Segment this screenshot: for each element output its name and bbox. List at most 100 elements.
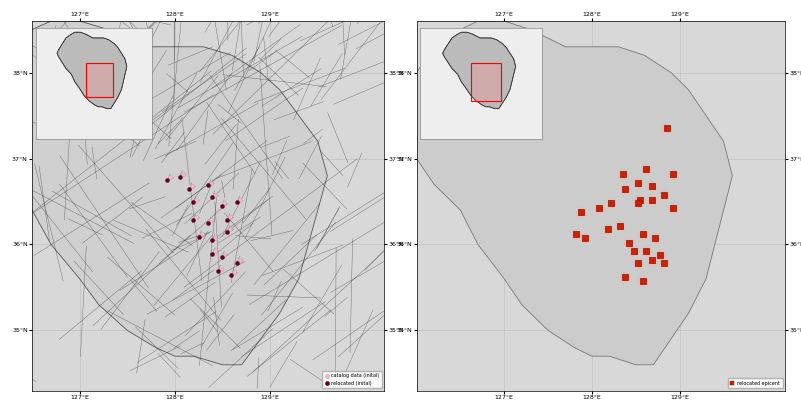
relocated epicent — [658, 191, 670, 198]
relocated (inital) — [225, 271, 238, 278]
catalog data (inital) — [208, 191, 221, 198]
Point — [602, 226, 614, 232]
Point — [640, 248, 653, 255]
catalog data (inital) — [190, 197, 203, 203]
Point — [578, 234, 591, 241]
relocated epicent — [637, 231, 650, 238]
catalog data (inital) — [205, 179, 218, 186]
Point — [631, 179, 644, 186]
Point — [614, 222, 626, 229]
relocated epicent — [605, 200, 618, 207]
catalog data (inital) — [223, 214, 236, 220]
Legend: catalog data (inital), relocated (inital): catalog data (inital), relocated (inital… — [322, 371, 382, 388]
relocated epicent — [631, 260, 644, 267]
relocated epicent — [666, 171, 679, 177]
relocated epicent — [654, 252, 666, 258]
Point — [570, 231, 582, 238]
Point — [666, 171, 679, 177]
Point — [631, 200, 644, 207]
catalog data (inital) — [205, 217, 218, 224]
Point — [622, 239, 635, 246]
catalog data (inital) — [163, 174, 176, 181]
Legend: relocated epicent: relocated epicent — [727, 378, 783, 388]
relocated epicent — [637, 277, 650, 284]
relocated epicent — [602, 226, 614, 232]
relocated (inital) — [202, 220, 215, 226]
catalog data (inital) — [195, 231, 208, 238]
relocated (inital) — [221, 216, 234, 223]
relocated epicent — [616, 171, 629, 177]
relocated epicent — [649, 234, 662, 241]
relocated (inital) — [187, 199, 199, 206]
catalog data (inital) — [214, 265, 227, 272]
relocated epicent — [628, 248, 641, 255]
relocated (inital) — [215, 254, 228, 261]
catalog data (inital) — [190, 214, 203, 220]
relocated epicent — [666, 205, 679, 212]
relocated epicent — [631, 200, 644, 207]
catalog data (inital) — [186, 183, 199, 189]
relocated epicent — [660, 125, 673, 132]
Point — [654, 252, 666, 258]
relocated (inital) — [231, 199, 244, 206]
Point — [658, 191, 670, 198]
relocated epicent — [593, 205, 606, 212]
relocated epicent — [619, 185, 632, 192]
relocated (inital) — [231, 259, 244, 266]
Point — [616, 171, 629, 177]
Point — [646, 183, 658, 189]
catalog data (inital) — [176, 171, 189, 177]
Polygon shape — [390, 21, 732, 365]
relocated epicent — [634, 197, 646, 203]
catalog data (inital) — [218, 200, 231, 207]
relocated epicent — [640, 248, 653, 255]
relocated epicent — [640, 165, 653, 172]
Point — [605, 200, 618, 207]
relocated epicent — [658, 260, 670, 267]
catalog data (inital) — [223, 226, 236, 232]
relocated epicent — [622, 239, 635, 246]
relocated (inital) — [211, 268, 224, 275]
relocated (inital) — [206, 194, 219, 201]
relocated (inital) — [187, 216, 199, 223]
catalog data (inital) — [233, 257, 246, 263]
Point — [646, 257, 658, 263]
Point — [658, 260, 670, 267]
relocated (inital) — [202, 182, 215, 189]
Point — [619, 185, 632, 192]
Point — [646, 197, 658, 203]
Point — [631, 260, 644, 267]
Point — [634, 197, 646, 203]
catalog data (inital) — [218, 252, 231, 258]
Point — [640, 165, 653, 172]
relocated (inital) — [206, 251, 219, 257]
catalog data (inital) — [233, 197, 246, 203]
Point — [660, 125, 673, 132]
Point — [637, 231, 650, 238]
relocated epicent — [578, 234, 591, 241]
relocated epicent — [619, 274, 632, 281]
catalog data (inital) — [227, 269, 240, 276]
relocated epicent — [646, 183, 658, 189]
relocated (inital) — [161, 177, 174, 184]
relocated (inital) — [221, 228, 234, 235]
Point — [575, 208, 588, 215]
relocated (inital) — [215, 202, 228, 209]
Point — [666, 205, 679, 212]
Point — [628, 248, 641, 255]
relocated epicent — [646, 257, 658, 263]
relocated epicent — [614, 222, 626, 229]
relocated (inital) — [192, 234, 205, 240]
catalog data (inital) — [208, 234, 221, 241]
relocated epicent — [646, 197, 658, 203]
catalog data (inital) — [208, 248, 221, 255]
relocated epicent — [570, 231, 582, 238]
Point — [619, 274, 632, 281]
relocated (inital) — [173, 173, 186, 180]
relocated (inital) — [206, 237, 219, 244]
relocated (inital) — [183, 185, 195, 192]
relocated epicent — [575, 208, 588, 215]
Polygon shape — [0, 21, 328, 365]
Point — [649, 234, 662, 241]
Point — [593, 205, 606, 212]
